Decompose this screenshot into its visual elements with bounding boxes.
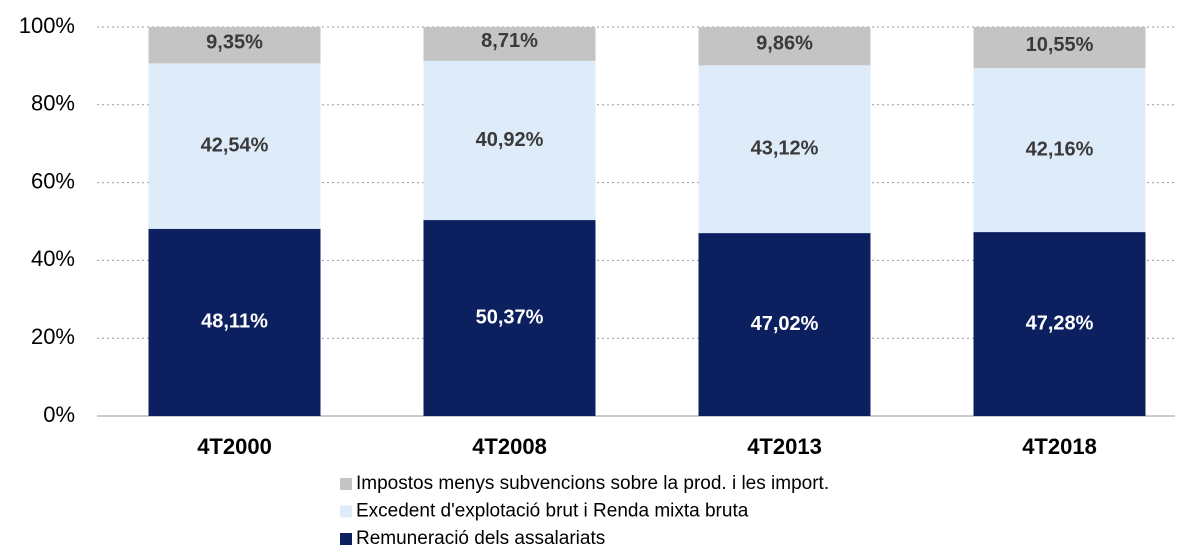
bar-segment <box>973 27 1146 69</box>
data-label: 40,92% <box>476 129 544 151</box>
bar-segment <box>148 63 321 229</box>
bar-segment <box>973 232 1146 416</box>
x-tick-label: 4T2000 <box>197 434 272 459</box>
bar-segment <box>698 27 871 66</box>
y-tick-label: 60% <box>31 168 75 193</box>
y-tick-label: 100% <box>19 13 75 38</box>
bar-segment <box>698 65 871 234</box>
data-label: 9,86% <box>756 32 813 54</box>
data-label: 47,28% <box>1026 312 1094 334</box>
legend-label: Excedent d'explotació brut i Renda mixta… <box>356 501 749 522</box>
data-label: 10,55% <box>1026 34 1094 56</box>
legend-swatch <box>340 478 352 490</box>
bar-segment <box>423 220 596 416</box>
legend-swatch <box>340 533 352 545</box>
data-label: 43,12% <box>751 138 819 160</box>
x-tick-label: 4T2008 <box>472 434 547 459</box>
data-label: 48,11% <box>201 311 268 333</box>
data-label: 47,02% <box>751 313 819 335</box>
legend-label: Remuneració dels assalariats <box>356 528 605 549</box>
bar-segment <box>148 27 321 64</box>
x-tick-label: 4T2018 <box>1022 434 1097 459</box>
data-label: 42,54% <box>201 134 269 156</box>
x-tick-label: 4T2013 <box>747 434 822 459</box>
data-label: 9,35% <box>206 31 263 53</box>
y-tick-label: 80% <box>31 91 75 116</box>
y-tick-label: 40% <box>31 246 75 271</box>
legend-label: Impostos menys subvencions sobre la prod… <box>356 473 829 494</box>
bar-segment <box>698 233 871 416</box>
bar-segment <box>973 68 1146 233</box>
legend-swatch <box>340 505 352 518</box>
y-tick-label: 20% <box>31 324 75 349</box>
bar-segment <box>148 228 321 416</box>
y-tick-label: 0% <box>43 402 75 427</box>
bar-segment <box>423 27 596 61</box>
data-label: 50,37% <box>476 306 544 328</box>
bar-segment <box>423 60 596 221</box>
data-label: 8,71% <box>481 30 538 52</box>
data-label: 42,16% <box>1026 138 1094 160</box>
